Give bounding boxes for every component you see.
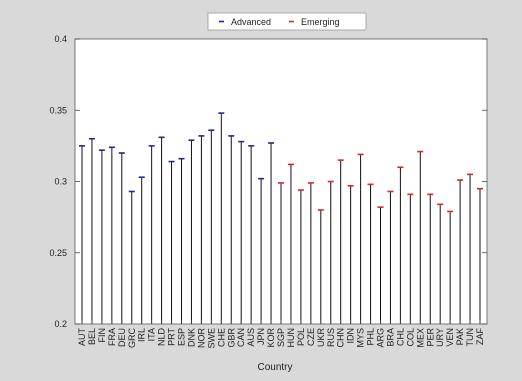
x-tick-label-che: CHE xyxy=(216,328,226,347)
y-tick-label: 0.2 xyxy=(54,319,67,329)
x-tick-label-pak: PAK xyxy=(455,328,465,345)
legend-items: Advanced Emerging xyxy=(219,17,340,27)
data-markers xyxy=(79,112,483,213)
x-tick-label-nor: NOR xyxy=(196,328,206,349)
x-tick-label-hun: HUN xyxy=(286,328,296,348)
x-tick-label-sgp: SGP xyxy=(276,328,286,347)
y-tick-label: 0.4 xyxy=(54,34,67,44)
x-tick-label-phl: PHL xyxy=(366,328,376,346)
legend-label-advanced: Advanced xyxy=(231,17,271,27)
x-tick-label-per: PER xyxy=(425,328,435,347)
x-tick-label-bra: BRA xyxy=(385,328,395,347)
x-tick-label-esp: ESP xyxy=(177,328,187,346)
x-tick-label-arg: ARG xyxy=(376,328,386,348)
x-tick-label-zaf: ZAF xyxy=(475,327,485,345)
stems xyxy=(81,113,481,324)
x-tick-label-fin: FIN xyxy=(97,328,107,343)
y-tick-label: 0.35 xyxy=(49,105,67,115)
x-tick-label-can: CAN xyxy=(236,328,246,347)
x-tick-label-grc: GRC xyxy=(127,328,137,349)
x-tick-label-jpn: JPN xyxy=(256,328,266,345)
x-tick-label-tun: TUN xyxy=(465,328,475,347)
x-axis-label: Country xyxy=(257,362,292,373)
x-tick-label-nld: NLD xyxy=(157,328,167,347)
x-tick-label-cze: CZE xyxy=(306,328,316,346)
x-tick-label-ury: URY xyxy=(435,328,445,347)
x-tick-label-gbr: GBR xyxy=(226,328,236,348)
y-tick-label: 0.3 xyxy=(54,177,67,187)
x-tick-label-mys: MYS xyxy=(356,328,366,348)
x-tick-label-mex: MEX xyxy=(415,328,425,348)
x-tick-label-rus: RUS xyxy=(326,328,336,347)
x-tick-label-chn: CHN xyxy=(336,328,346,348)
x-tick-label-ita: ITA xyxy=(147,328,157,341)
legend-label-emerging: Emerging xyxy=(301,17,340,27)
x-tick-label-chl: CHL xyxy=(395,328,405,346)
x-tick-label-pol: POL xyxy=(296,328,306,346)
x-tick-label-prt: PRT xyxy=(167,328,177,346)
x-tick-label-deu: DEU xyxy=(117,328,127,347)
x-tick-label-swe: SWE xyxy=(206,328,216,349)
x-tick-label-aut: AUT xyxy=(77,327,87,346)
x-tick-label-ukr: UKR xyxy=(316,328,326,348)
x-tick-labels: AUT BEL FIN FRA DEU GRC IRL ITA NLD PRT ESP DNK NOR S… xyxy=(77,320,485,349)
legend: Advanced Emerging xyxy=(207,12,367,31)
x-tick-label-col: COL xyxy=(405,328,415,347)
x-tick-label-irl: IRL xyxy=(137,328,147,342)
x-tick-label-kor: KOR xyxy=(266,328,276,348)
legend-box xyxy=(207,12,367,31)
y-axis: 0.2 0.25 0.3 0.35 0.4 xyxy=(49,34,487,329)
x-tick-label-idn: IDN xyxy=(346,328,356,344)
x-tick-label-fra: FRA xyxy=(107,328,117,346)
x-tick-label-aus: AUS xyxy=(246,328,256,347)
x-tick-label-ven: VEN xyxy=(445,328,455,347)
x-tick-label-dnk: DNK xyxy=(186,328,196,347)
y-tick-label: 0.25 xyxy=(49,248,67,258)
x-tick-label-bel: BEL xyxy=(87,328,97,345)
